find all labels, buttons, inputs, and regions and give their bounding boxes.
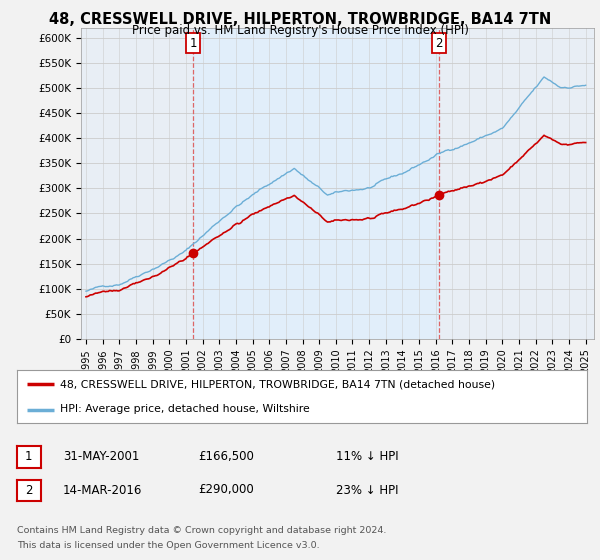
Text: £166,500: £166,500	[198, 450, 254, 463]
Text: 1: 1	[189, 36, 197, 49]
Text: 48, CRESSWELL DRIVE, HILPERTON, TROWBRIDGE, BA14 7TN: 48, CRESSWELL DRIVE, HILPERTON, TROWBRID…	[49, 12, 551, 27]
Text: 2: 2	[436, 36, 443, 49]
Text: 48, CRESSWELL DRIVE, HILPERTON, TROWBRIDGE, BA14 7TN (detached house): 48, CRESSWELL DRIVE, HILPERTON, TROWBRID…	[59, 380, 494, 390]
Text: This data is licensed under the Open Government Licence v3.0.: This data is licensed under the Open Gov…	[17, 542, 319, 550]
Text: HPI: Average price, detached house, Wiltshire: HPI: Average price, detached house, Wilt…	[59, 404, 310, 414]
Text: Contains HM Land Registry data © Crown copyright and database right 2024.: Contains HM Land Registry data © Crown c…	[17, 526, 386, 535]
Text: 2: 2	[25, 484, 32, 497]
Text: Price paid vs. HM Land Registry's House Price Index (HPI): Price paid vs. HM Land Registry's House …	[131, 24, 469, 37]
Text: 31-MAY-2001: 31-MAY-2001	[63, 450, 139, 463]
Text: 1: 1	[25, 450, 32, 464]
Text: 11% ↓ HPI: 11% ↓ HPI	[336, 450, 398, 463]
Text: 23% ↓ HPI: 23% ↓ HPI	[336, 483, 398, 497]
Text: £290,000: £290,000	[198, 483, 254, 497]
Bar	[193, 28, 439, 339]
Text: 14-MAR-2016: 14-MAR-2016	[63, 483, 142, 497]
